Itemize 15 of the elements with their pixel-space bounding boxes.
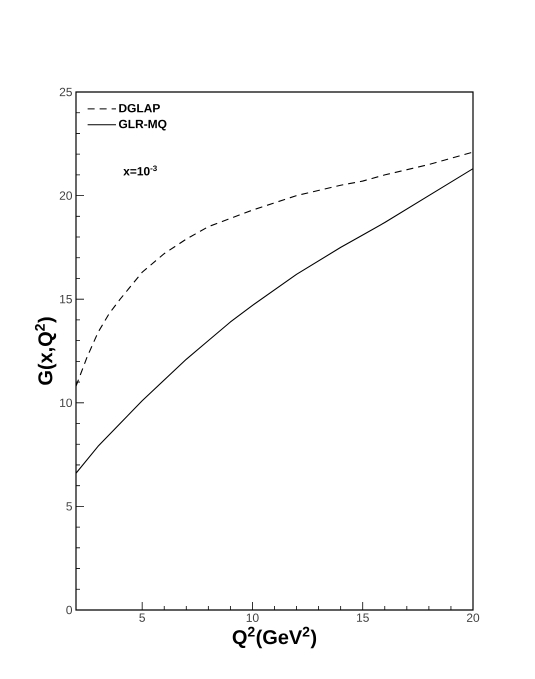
x-tick-label: 15	[356, 614, 369, 622]
x-tick-label: 5	[139, 614, 145, 622]
x-axis-title: Q$^{2}$(GeV$^{2}$)	[232, 626, 316, 648]
legend-label: GLR-MQ	[118, 120, 166, 130]
y-tick-label: 20	[60, 191, 72, 200]
legend-label: DGLAP	[119, 104, 160, 112]
annotation: x=10$^{-3}$	[123, 165, 157, 176]
y-tick-label: 25	[60, 88, 72, 96]
x-tick-label: 20	[466, 614, 480, 622]
y-tick-label: 10	[60, 398, 72, 408]
y-tick-label: 15	[60, 295, 72, 304]
y-tick-label: 0	[66, 606, 72, 614]
y-axis-title: G(x,Q$^{2}$)	[34, 317, 56, 385]
y-tick-label: 5	[66, 502, 72, 511]
x-tick-label: 10	[246, 614, 259, 622]
